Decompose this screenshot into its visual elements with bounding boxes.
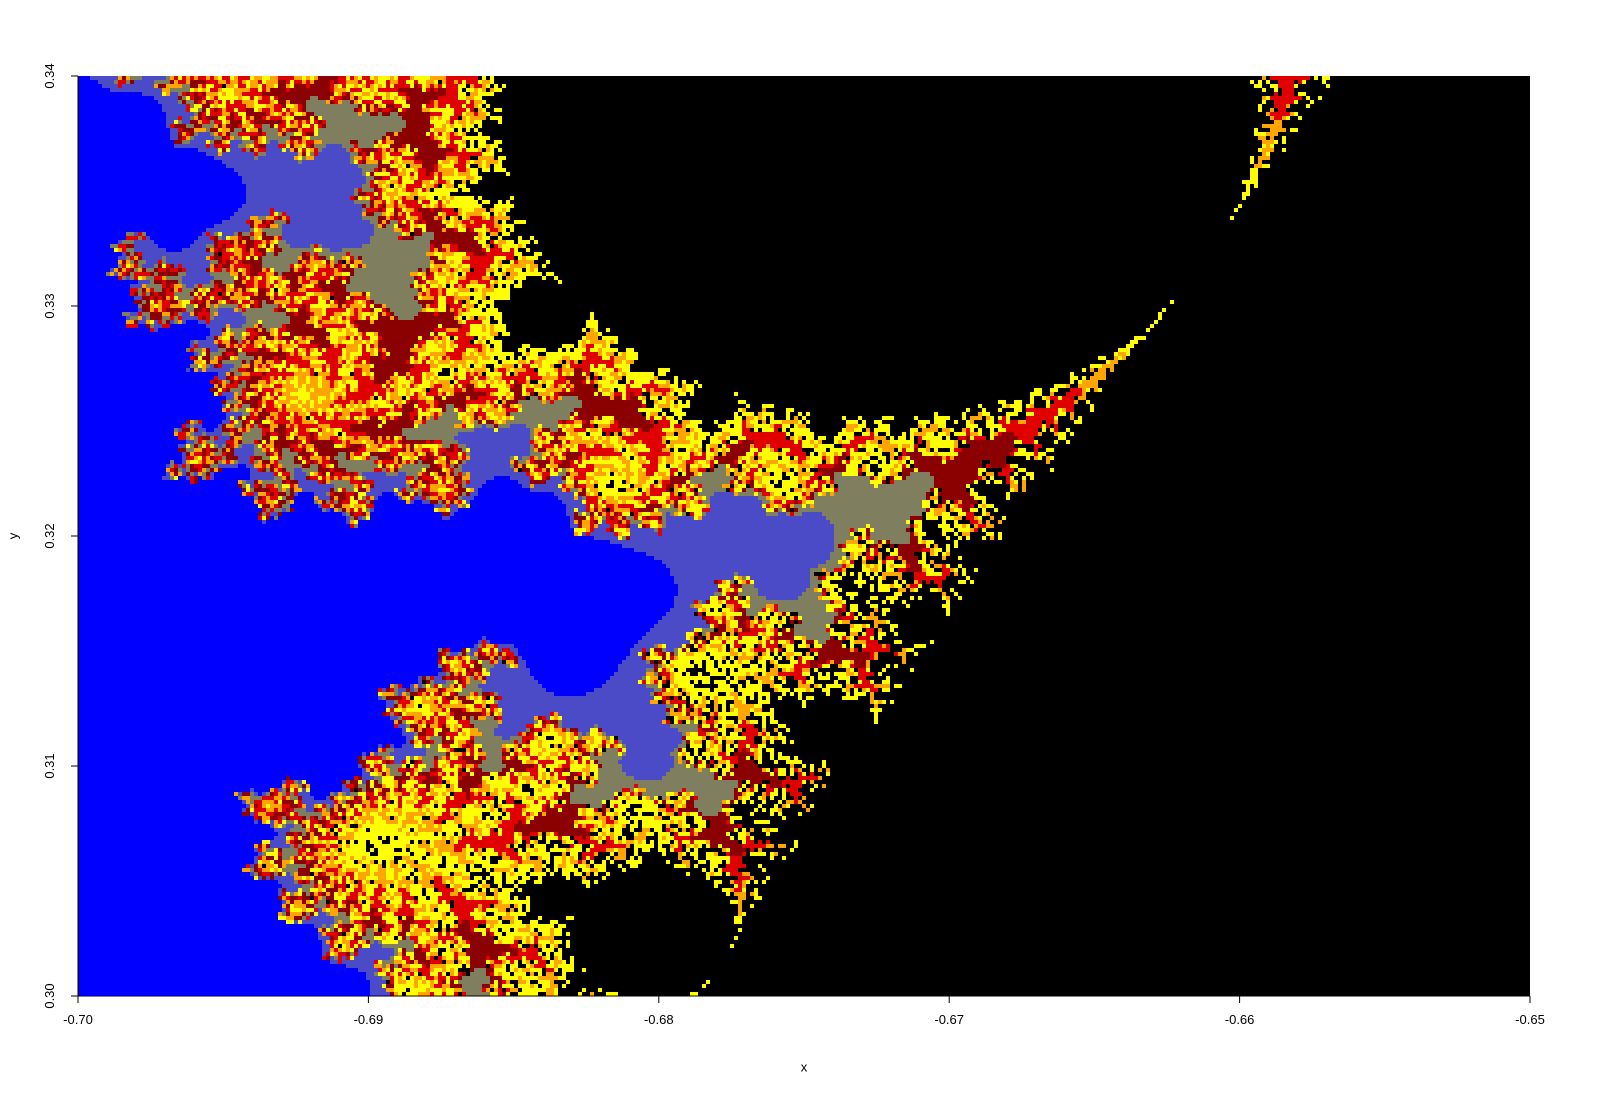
fractal-region — [118, 76, 1310, 996]
x-tick-label: -0.70 — [63, 1012, 93, 1027]
y-tick-label: 0.31 — [42, 753, 57, 778]
x-axis-label: x — [801, 1059, 808, 1074]
y-axis-label: y — [5, 532, 20, 539]
fractal-region — [218, 76, 1530, 996]
y-tick-label: 0.32 — [42, 523, 57, 548]
x-tick-label: -0.69 — [354, 1012, 384, 1027]
fractal-region — [114, 76, 1330, 996]
y-tick-label: 0.30 — [42, 983, 57, 1008]
x-tick-label: -0.67 — [934, 1012, 964, 1027]
plot-area — [78, 76, 1530, 996]
x-tick-label: -0.68 — [644, 1012, 674, 1027]
fractal-region — [90, 76, 834, 996]
x-tick-label: -0.65 — [1515, 1012, 1545, 1027]
y-tick-label: 0.33 — [42, 293, 57, 318]
x-tick-label: -0.66 — [1225, 1012, 1255, 1027]
fractal-region — [118, 76, 1018, 996]
fractal-region — [78, 76, 678, 996]
y-tick-label: 0.34 — [42, 63, 57, 88]
